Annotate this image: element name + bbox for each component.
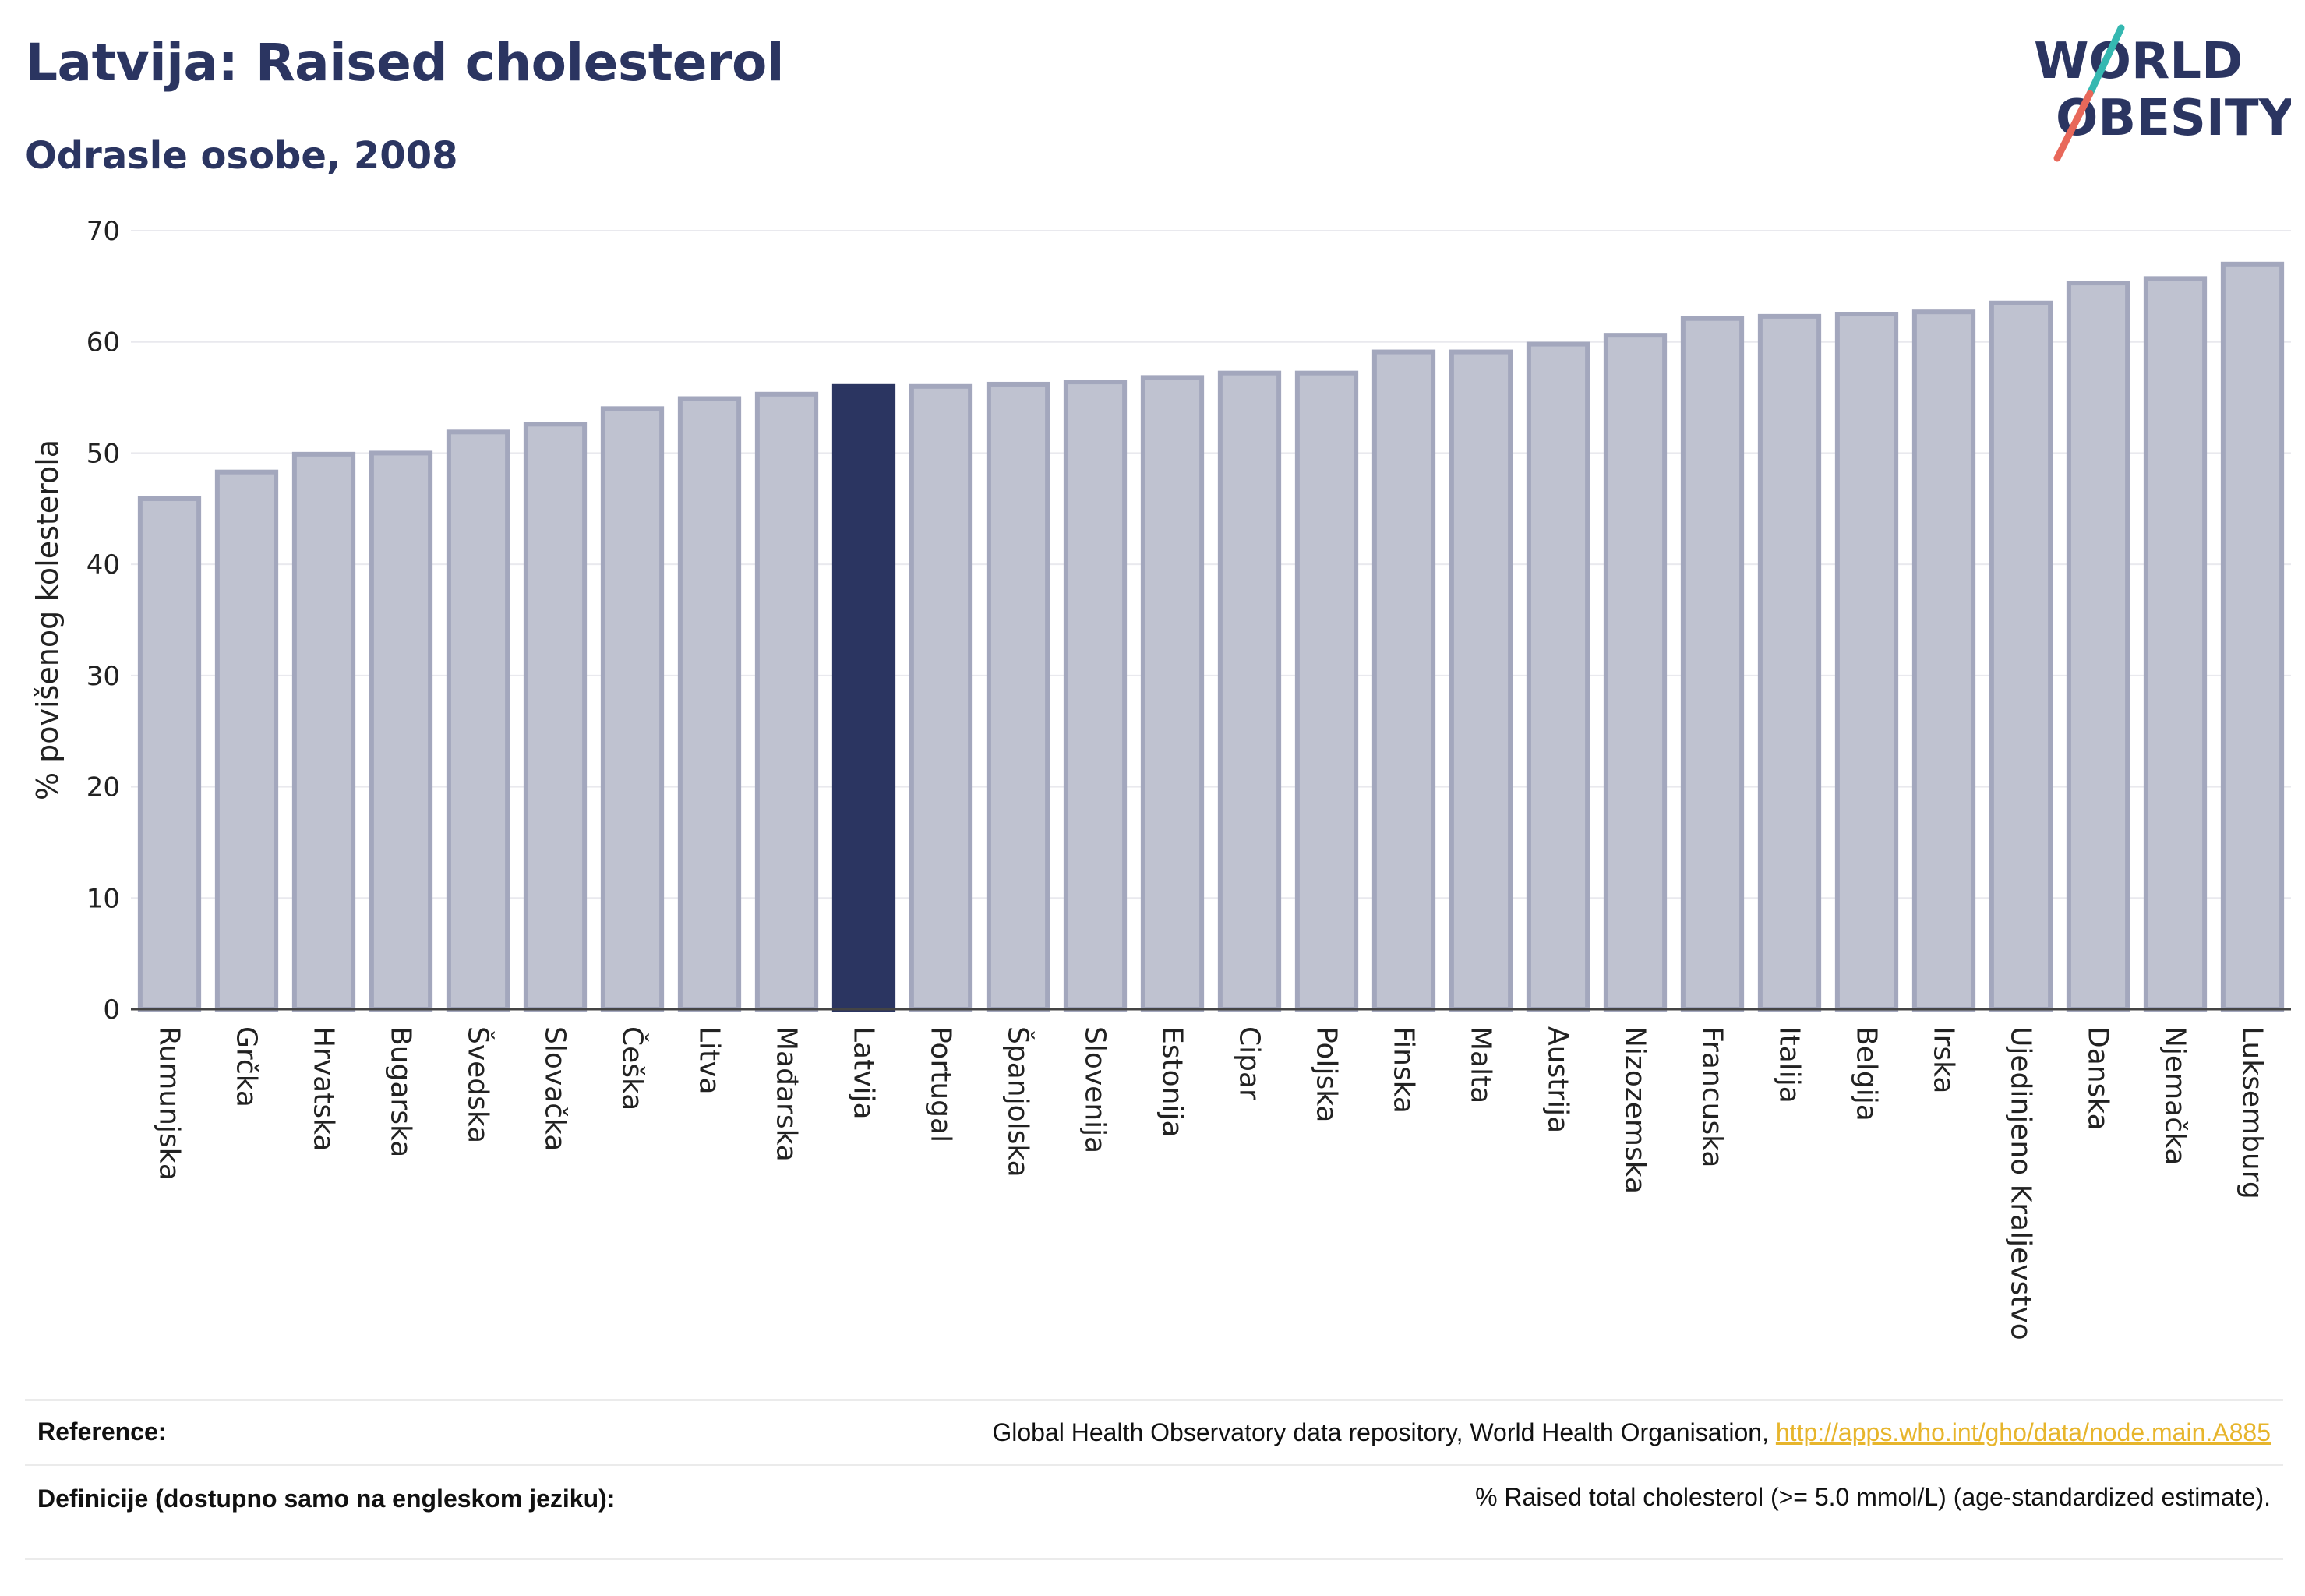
bar xyxy=(1911,309,1976,1012)
y-tick-label: 0 xyxy=(103,994,120,1026)
x-tick-label: Italija xyxy=(1774,1026,1806,1103)
x-tick-label: Slovačka xyxy=(539,1026,571,1151)
y-tick-label: 20 xyxy=(86,772,120,803)
x-tick-label: Litva xyxy=(694,1026,725,1095)
bar xyxy=(523,422,588,1012)
reference-row: Reference: Global Health Observatory dat… xyxy=(25,1399,2283,1464)
bar xyxy=(214,469,279,1012)
bar xyxy=(1449,349,1513,1012)
y-tick-label: 30 xyxy=(86,661,120,692)
x-tick-label: Grčka xyxy=(231,1026,263,1107)
bar xyxy=(1294,370,1359,1012)
x-tick-label: Cipar xyxy=(1234,1026,1265,1100)
x-tick-label: Njemačka xyxy=(2159,1026,2191,1165)
x-tick-label: Austrija xyxy=(1542,1026,1574,1133)
x-tick-label: Malta xyxy=(1465,1026,1497,1103)
bar xyxy=(1757,313,1822,1012)
x-tick-label: Slovenija xyxy=(1079,1026,1111,1153)
bar xyxy=(1603,333,1668,1012)
bar xyxy=(1063,380,1128,1012)
y-tick-label: 10 xyxy=(86,883,120,914)
reference-label: Reference: xyxy=(37,1418,167,1446)
reference-text: Global Health Observatory data repositor… xyxy=(992,1418,1776,1446)
x-tick-label: Danska xyxy=(2082,1026,2114,1131)
bar xyxy=(1371,349,1436,1012)
bar xyxy=(754,391,819,1012)
world-obesity-logo: WORLD OBESITY xyxy=(2034,24,2291,162)
bar xyxy=(1680,316,1745,1012)
x-tick-label: Ujedinjeno Kraljevstvo xyxy=(2005,1026,2037,1340)
x-tick-label: Hrvatska xyxy=(308,1026,340,1151)
footer: Reference: Global Health Observatory dat… xyxy=(25,1399,2283,1560)
bar xyxy=(1140,375,1205,1012)
x-tick-label: Poljska xyxy=(1311,1026,1343,1123)
reference-value: Global Health Observatory data repositor… xyxy=(992,1418,2283,1447)
bar xyxy=(1834,312,1899,1012)
x-tick-label: Nizozemska xyxy=(1619,1026,1651,1194)
x-tick-label: Francuska xyxy=(1696,1026,1728,1167)
bar xyxy=(446,429,510,1012)
y-tick-label: 60 xyxy=(86,327,120,358)
bar xyxy=(369,450,433,1012)
reference-link[interactable]: http://apps.who.int/gho/data/node.main.A… xyxy=(1775,1418,2271,1446)
y-axis-label: % povišenog kolesterola xyxy=(30,440,65,800)
logo-slash-top xyxy=(2086,24,2125,97)
x-tick-label: Rumunjska xyxy=(154,1026,185,1181)
bar xyxy=(909,383,973,1012)
y-tick-label: 40 xyxy=(86,549,120,581)
bar xyxy=(2143,276,2208,1012)
bar xyxy=(137,496,202,1012)
bar xyxy=(1989,300,2053,1012)
bar-highlight xyxy=(831,383,896,1012)
bar xyxy=(1526,341,1590,1012)
x-tick-label: Belgija xyxy=(1851,1026,1883,1121)
bar xyxy=(1217,370,1282,1012)
logo-slash-bottom xyxy=(2053,90,2094,162)
x-tick-label: Švedska xyxy=(462,1026,495,1143)
x-tick-label: Latvija xyxy=(848,1026,880,1120)
y-tick-label: 70 xyxy=(86,216,120,247)
x-tick-label: Španjolska xyxy=(1002,1026,1035,1178)
x-tick-label: Bugarska xyxy=(385,1026,417,1157)
bar xyxy=(2066,281,2130,1012)
definition-label: Definicije (dostupno samo na engleskom j… xyxy=(37,1485,616,1513)
x-tick-label: Irska xyxy=(1928,1026,1960,1093)
bar-chart: 0 10 20 30 40 50 60 70 % povišenog kolesterola Ru… xyxy=(30,216,2291,1340)
y-tick-label: 50 xyxy=(86,438,120,469)
bar xyxy=(291,451,356,1012)
x-tick-label: Luksemburg xyxy=(2236,1026,2268,1199)
definition-text: % Raised total cholesterol (>= 5.0 mmol/… xyxy=(1475,1483,2271,1511)
chart-subtitle: Odrasle osobe, 2008 xyxy=(25,134,458,178)
logo-line2: OBESITY xyxy=(2056,90,2291,147)
chart-title: Latvija: Raised cholesterol xyxy=(25,33,785,93)
definition-row: Definicije (dostupno samo na engleskom j… xyxy=(25,1464,2283,1560)
bar xyxy=(986,381,1050,1012)
x-tick-label: Estonija xyxy=(1156,1026,1188,1138)
x-tick-label: Mađarska xyxy=(771,1026,803,1162)
x-tick-label: Finska xyxy=(1388,1026,1420,1114)
x-tick-label: Češka xyxy=(616,1026,649,1110)
bar xyxy=(600,406,665,1012)
bar xyxy=(2220,261,2285,1012)
bar xyxy=(677,396,742,1012)
logo-line1: WORLD xyxy=(2034,33,2243,90)
x-tick-label: Portugal xyxy=(925,1026,957,1142)
